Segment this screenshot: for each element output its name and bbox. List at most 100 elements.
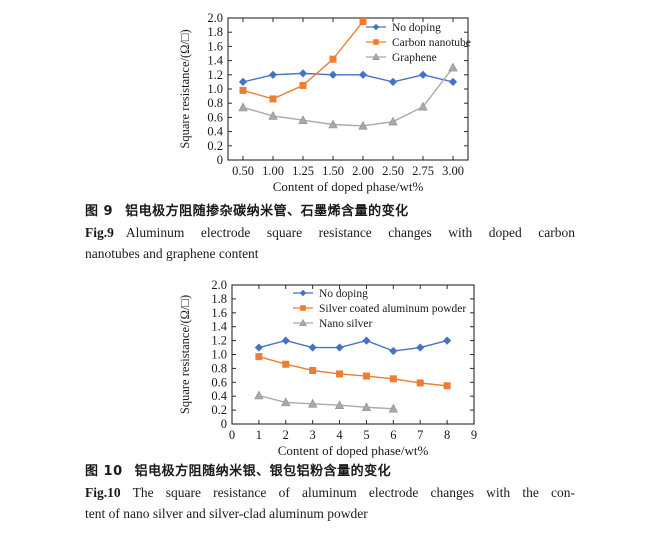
fig9-series-graphene-marker — [238, 102, 248, 112]
fig10-ytick-label: 1.2 — [211, 334, 227, 348]
fig10-series-silver-coated-aluminum-powder-marker — [362, 372, 370, 380]
fig10-xtick-label: 1 — [256, 428, 262, 442]
fig10-series-no-doping-marker — [254, 343, 263, 352]
fig10-ytick-label: 0.4 — [211, 389, 227, 403]
fig10-legend-marker-no-doping — [299, 289, 307, 297]
figure-10-title-zh: 铝电极方阻随纳米银、银包铝粉含量的变化 — [134, 464, 392, 479]
fig10-ytick-label: 0 — [221, 417, 227, 431]
figure-9-chart: 0 0.2 0.4 0.6 0.8 1.0 1.2 1.4 1.6 1.8 2.0 0.50 1.00 1… — [178, 5, 482, 197]
fig10-series-silver-coated-aluminum-powder-marker — [255, 353, 263, 361]
fig9-xtick-label: 2.75 — [412, 164, 434, 178]
fig9-series-carbon-nanotube-marker — [359, 18, 367, 26]
fig10-series-no-doping-line — [258, 339, 448, 352]
fig10-series-nano-silver-marker — [281, 397, 291, 407]
fig9-legend-label-carbon-nanotube: Carbon nanotube — [392, 37, 471, 49]
fig9-series-graphene-marker — [358, 120, 368, 130]
fig9-ytick-label: 1.2 — [207, 68, 223, 82]
fig10-ytick-label: 0.6 — [211, 375, 227, 389]
fig9-ytick-label: 1.4 — [207, 54, 223, 68]
fig9-series-no-doping-marker — [358, 70, 368, 79]
fig10-ytick-label: 0.8 — [211, 361, 227, 375]
fig10-series-no-doping-marker — [362, 336, 371, 345]
fig10-legend-marker-silver-coated-aluminum-powder — [300, 305, 306, 311]
fig9-series-carbon-nanotube-marker — [269, 95, 277, 103]
fig10-series-no-doping-marker — [389, 346, 398, 356]
figure-10-caption-en-line2: tent of nano silver and silver-clad alum… — [85, 506, 368, 521]
fig9-ytick-label: 0 — [217, 153, 223, 167]
fig9-series-no-doping-marker — [388, 77, 398, 86]
fig10-xtick-label: 5 — [363, 428, 369, 442]
figure-10-caption-zh: 图 10 铝电极方阻随纳米银、银包铝粉含量的变化 — [85, 461, 575, 482]
fig10-series-nano-silver-marker — [307, 398, 318, 408]
fig9-series-no-doping-line — [242, 72, 454, 83]
fig10-legend-label-no-doping: No doping — [319, 288, 368, 300]
figure-9-number-zh: 图 9 — [85, 204, 114, 219]
fig9-series-carbon-nanotube-marker — [329, 55, 337, 63]
fig10-legend-label-silver-coated-aluminum-powder: Silver coated aluminum powder — [319, 303, 466, 315]
fig10-xtick-label: 0 — [229, 428, 235, 442]
figure-9-caption-en-line2: nanotubes and graphene content — [85, 246, 259, 261]
figure-10-caption: 图 10 铝电极方阻随纳米银、银包铝粉含量的变化 Fig.10 The square… — [85, 461, 575, 524]
fig10-legend-marker-nano-silver — [299, 318, 307, 327]
fig9-legend-marker-graphene — [372, 52, 380, 61]
fig9-ytick-label: 0.4 — [207, 125, 223, 139]
fig9-ytick-label: 0.6 — [207, 110, 223, 124]
fig9-ytick-label: 1.0 — [207, 82, 223, 96]
fig9-ytick-label: 1.6 — [207, 39, 223, 53]
fig9-series-no-doping-marker — [298, 69, 308, 78]
fig9-series-no-doping-marker — [238, 77, 248, 86]
fig10-xtick-label: 8 — [444, 428, 450, 442]
fig9-xtick-label: 2.50 — [382, 164, 404, 178]
figure-10-chart: 0 0.2 0.4 0.6 0.8 1.0 1.2 1.4 1.6 1.8 2.0 0 1 2 3 4 5 6 7 8… — [178, 268, 494, 460]
fig9-series-graphene-marker — [388, 116, 398, 126]
fig10-series-silver-coated-aluminum-powder-marker — [282, 360, 290, 368]
fig9-legend-marker-carbon-nanotube — [373, 39, 379, 45]
fig10-series-silver-coated-aluminum-powder-line — [258, 355, 448, 387]
fig10-ytick-label: 2.0 — [211, 278, 227, 292]
fig9-ytick-label: 0.8 — [207, 96, 223, 110]
figure-10-number-en: Fig.10 — [85, 485, 121, 500]
fig10-series-nano-silver-marker — [388, 403, 399, 413]
fig9-xtick-label: 0.50 — [232, 164, 254, 178]
fig9-xtick-label: 2.00 — [352, 164, 374, 178]
figure-10-caption-en-line1: Fig.10 The square resistance of aluminum … — [85, 482, 575, 503]
fig10-ytick-label: 1.6 — [211, 306, 227, 320]
fig10-series-nano-silver-line — [258, 394, 394, 410]
fig10-ytick-label: 1.8 — [211, 292, 227, 306]
fig10-xtick-label: 6 — [390, 428, 396, 442]
fig10-plot-svg: 00.20.40.60.81.01.21.41.61.82.0 0 1 2 3 4 5 6 7 8… — [178, 278, 477, 458]
figure-9-title-zh: 铝电极方阻随掺杂碳纳米管、石墨烯含量的变化 — [125, 204, 409, 219]
fig9-xaxis-title: Content of doped phase/wt% — [273, 179, 424, 194]
figure-10-number-zh: 图 10 — [85, 464, 123, 479]
fig9-series-no-doping-marker — [418, 70, 428, 79]
figure-9-title-en: Aluminum electrode square resistance cha… — [125, 225, 575, 240]
figure-9-number-en: Fig.9 — [85, 225, 114, 240]
fig10-series-nano-silver-marker — [334, 400, 345, 409]
fig9-ytick-label: 2.0 — [207, 11, 223, 25]
fig10-ytick-label: 1.0 — [211, 348, 227, 362]
fig10-xtick-label: 3 — [310, 428, 316, 442]
fig10-xtick-label: 4 — [336, 428, 343, 442]
fig9-series-graphene-marker — [448, 62, 458, 72]
fig9-xtick-label: 3.00 — [442, 164, 464, 178]
figure-10-title-en: The square resistance of aluminum electr… — [132, 485, 575, 500]
fig9-ytick-label: 1.8 — [207, 25, 223, 39]
fig10-series-silver-coated-aluminum-powder-marker — [336, 370, 344, 378]
fig10-series-nano-silver-marker — [254, 390, 264, 400]
fig10-series-silver-coated-aluminum-powder-marker — [389, 375, 397, 383]
fig9-series-graphene-marker — [328, 119, 338, 129]
fig10-series-no-doping-marker — [281, 336, 290, 345]
fig9-legend-label-graphene: Graphene — [392, 52, 437, 64]
fig10-yaxis-title: Square resistance/(Ω/□) — [178, 295, 192, 414]
fig9-xtick-label: 1.00 — [262, 164, 284, 178]
fig10-series-silver-coated-aluminum-powder-marker — [309, 366, 317, 374]
fig10-ytick-label: 1.4 — [211, 320, 227, 334]
fig9-series-graphene-line — [242, 67, 454, 127]
fig9-series-carbon-nanotube-marker — [239, 86, 247, 94]
fig10-ytick-label: 0.2 — [211, 403, 227, 417]
fig10-series-silver-coated-aluminum-powder-marker — [443, 382, 451, 390]
fig9-series-no-doping-marker — [328, 70, 338, 79]
fig9-series-graphene-marker — [298, 115, 308, 124]
figure-9-caption-en-line1: Fig.9 Aluminum electrode square resistanc… — [85, 222, 575, 243]
fig9-series-graphene-marker — [418, 101, 428, 111]
